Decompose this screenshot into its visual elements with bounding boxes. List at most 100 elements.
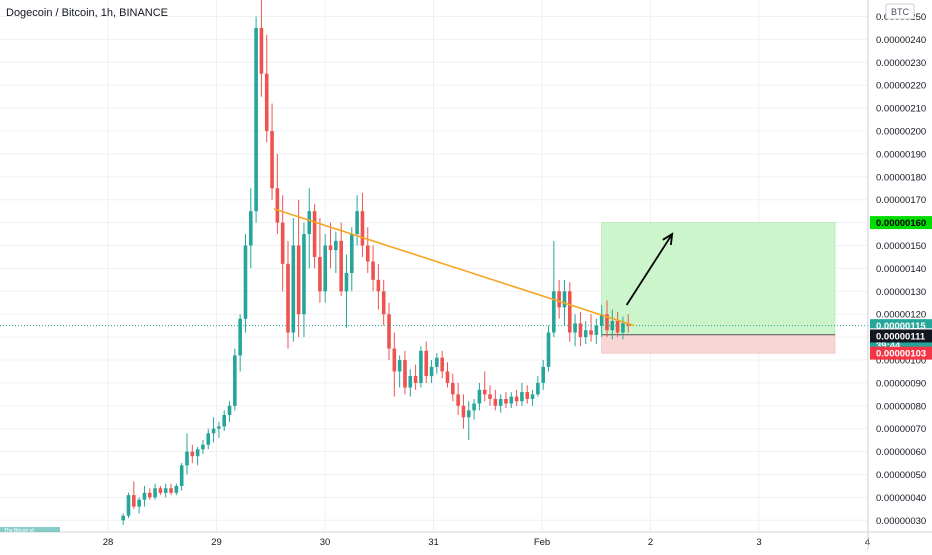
candle (217, 421, 221, 438)
candle (599, 305, 604, 338)
candle (546, 325, 551, 372)
candle (589, 314, 593, 342)
candle (211, 417, 216, 443)
y-tick-label: 0.00000050 (876, 470, 926, 481)
y-tick-label: 0.00000150 (876, 241, 926, 252)
candle-body (488, 394, 492, 399)
candle (254, 16, 258, 223)
candle-body (339, 240, 343, 292)
candle (451, 373, 455, 402)
trendline[interactable] (273, 208, 635, 327)
candle-body (142, 492, 147, 500)
candle (520, 382, 524, 406)
price-tag-bg (870, 346, 932, 360)
candle-body (466, 410, 471, 418)
candle (344, 254, 349, 328)
candle (408, 369, 413, 397)
candle-body (334, 240, 338, 251)
candle-body (408, 376, 413, 388)
y-tick-label: 0.00000070 (876, 424, 926, 435)
candle-body (355, 211, 359, 235)
candle (328, 222, 333, 269)
price-tag-label: 0.00000160 (876, 218, 926, 229)
candle-body (493, 398, 498, 406)
candle-body (376, 279, 381, 292)
candle (259, 0, 264, 97)
candle (482, 371, 487, 402)
x-tick-label: 29 (211, 537, 222, 548)
candle (376, 263, 381, 310)
candle (243, 234, 248, 333)
y-tick-label: 0.00000080 (876, 401, 926, 412)
candle-body (482, 389, 487, 395)
candle-body (440, 357, 444, 372)
candle-body (275, 188, 280, 223)
y-tick-label: 0.00000120 (876, 310, 926, 321)
price-tag-entry_value: 0.00000111 (870, 329, 932, 343)
candle-body (323, 245, 328, 292)
candle (302, 222, 306, 338)
candle (318, 218, 322, 303)
x-tick-label: Feb (534, 537, 550, 548)
candle (387, 302, 391, 360)
candle-body (567, 291, 572, 333)
candle (424, 341, 429, 383)
y-tick-label: 0.00000210 (876, 104, 926, 115)
candle (248, 188, 253, 269)
candle-body (498, 398, 503, 406)
currency-button[interactable]: BTC (885, 3, 915, 20)
candle-body (520, 392, 524, 402)
candle-body (419, 350, 423, 383)
candle-body (206, 433, 211, 445)
candle-body (307, 211, 312, 235)
candle-body (514, 396, 519, 402)
drawings[interactable] (0, 208, 868, 327)
price-tag-bg (870, 216, 932, 230)
candle (403, 350, 407, 395)
candle-body (429, 366, 434, 377)
candle-body (536, 382, 540, 395)
candle-body (195, 449, 200, 457)
y-tick-label: 0.00000030 (876, 516, 926, 527)
candle (573, 314, 577, 347)
candle (557, 279, 561, 319)
candle (594, 318, 599, 344)
chart-title: Dogecoin / Bitcoin, 1h, BINANCE (6, 7, 168, 19)
y-tick-label: 0.00000180 (876, 172, 926, 183)
bottom-strip-label: The Bloom of (4, 528, 34, 534)
candle-body (403, 360, 407, 388)
candle-body (381, 291, 386, 315)
candle (147, 488, 152, 500)
candle (509, 392, 514, 409)
target-arrow[interactable] (625, 232, 674, 306)
candle (238, 314, 242, 372)
candle (435, 353, 439, 374)
x-tick-label: 2 (648, 537, 653, 548)
candle-body (185, 451, 189, 466)
candles (121, 0, 631, 525)
candle-body (259, 27, 264, 74)
candle (530, 389, 535, 406)
candle-body (557, 291, 561, 308)
candle-body (349, 234, 354, 273)
candle-body (137, 499, 141, 507)
candle-body (552, 291, 556, 333)
candle-body (392, 348, 397, 372)
candle-body (594, 325, 599, 335)
candle (334, 231, 338, 273)
x-tick-label: 3 (756, 537, 761, 548)
candle (466, 401, 471, 441)
candle-body (461, 405, 466, 418)
position-zones (601, 222, 836, 354)
candle (392, 332, 397, 397)
candle-body (147, 492, 152, 498)
candle-body (243, 245, 248, 319)
arrow-shaft (625, 233, 673, 306)
price-tag-label: 39:44 (876, 341, 901, 352)
candle-body (318, 256, 322, 292)
candle (323, 234, 328, 303)
candle (541, 360, 545, 390)
